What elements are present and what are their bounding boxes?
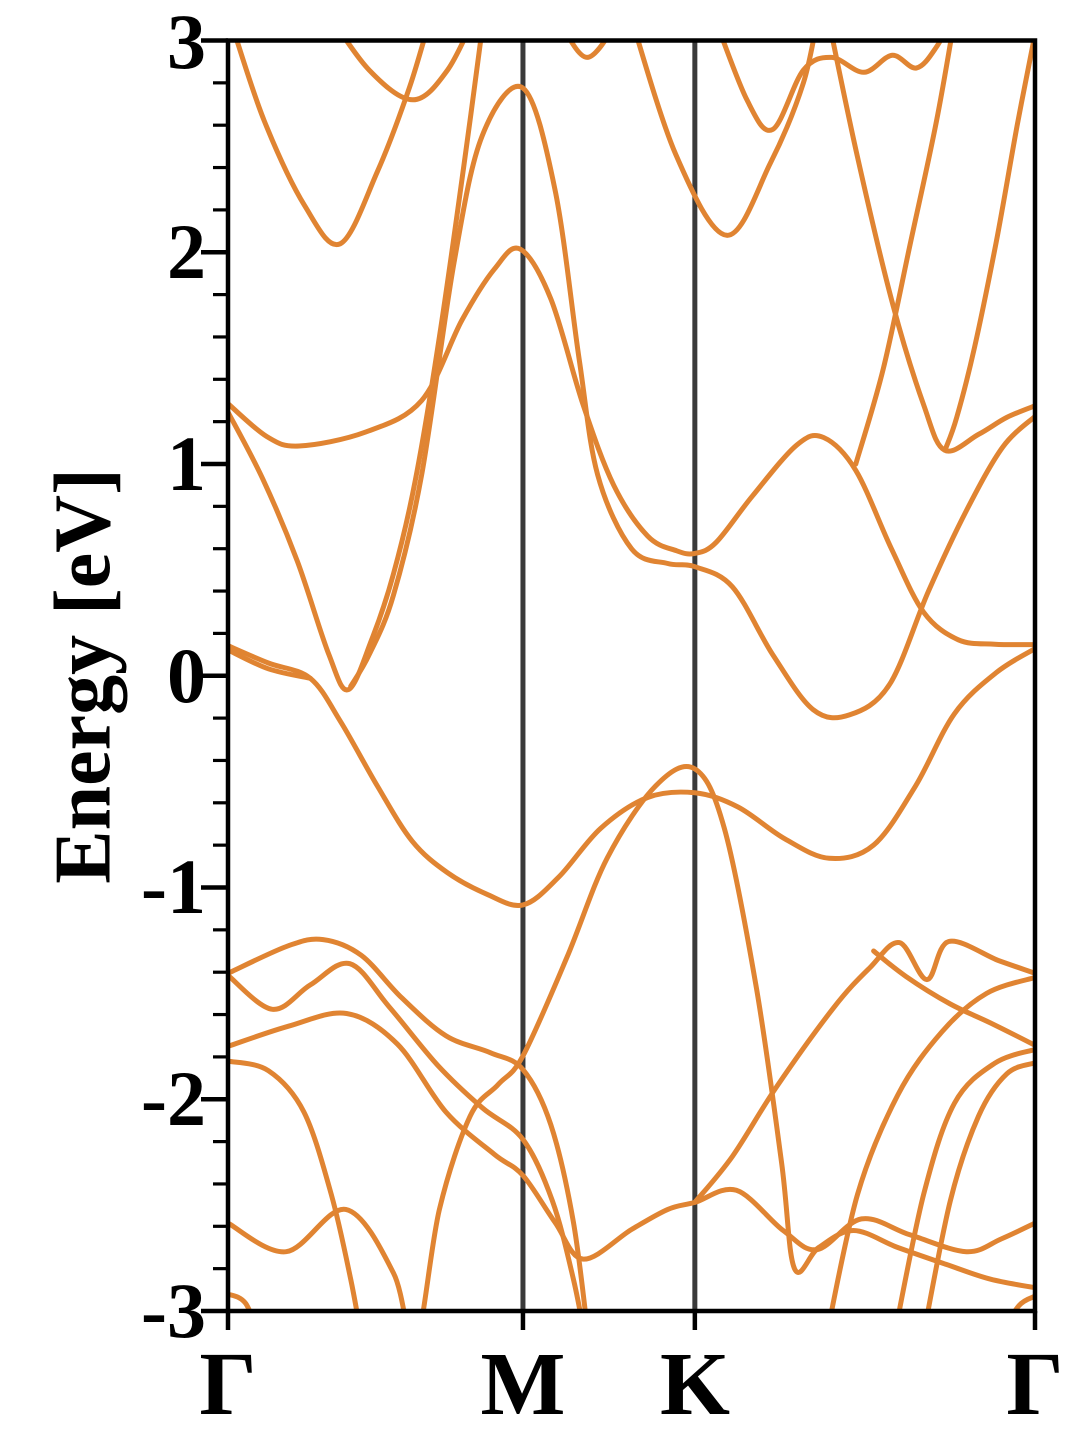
axis-ticks [201, 38, 1038, 1330]
y-tick-label-m3: -3 [141, 1267, 206, 1354]
band-curve-valence-right-corner [1011, 1293, 1035, 1311]
band-curve-valence-top [228, 643, 1035, 908]
band-curve-valence-left-corner [228, 1291, 253, 1311]
x-tick-label-gamma-right: Γ [1006, 1335, 1064, 1434]
band-curve-cond-mk-top-dip [567, 40, 608, 60]
y-tick-label-0: 0 [167, 632, 206, 719]
band-curve-valence-right-desc [871, 948, 1035, 1048]
band-curve-cond-k-dip [635, 40, 816, 238]
band-curve-cond-steep-parabola [228, 40, 484, 693]
y-tick-label-m2: -2 [141, 1055, 206, 1142]
band-curve-cond-m-peak-lower [228, 245, 1035, 648]
band-curve-valence-right-riser1 [829, 975, 1035, 1311]
band-curve-valence-right-riser3 [925, 1060, 1035, 1311]
band-curve-cond-top-wavy [720, 40, 944, 133]
band-curve-cond-right-corner [942, 40, 1035, 452]
x-tick-label-k: K [659, 1335, 731, 1434]
x-tick-label-m: M [480, 1335, 566, 1434]
y-axis-title: Energy [eV] [39, 468, 128, 884]
band-curve-valence-steep-diver [228, 1058, 360, 1311]
y-tick-label-m1: -1 [141, 843, 206, 930]
y-tick-label-2: 2 [167, 208, 206, 295]
band-curve-cond-right-riser [853, 40, 954, 467]
band-curve-cond-gamma-dip [234, 40, 427, 248]
band-curve-valence-k-peak [228, 764, 1035, 1311]
band-curve-cond-u-dip [343, 40, 467, 103]
band-curve-valence-right-wavy [692, 938, 1035, 1205]
band-curve-valence-hump-a [228, 936, 588, 1311]
band-curve-valence-mid [228, 1010, 1035, 1262]
band-curve-valence-lens-cap [228, 647, 313, 681]
band-curve-valence-right-riser2 [896, 1047, 1035, 1311]
x-tick-label-gamma-left: Γ [199, 1335, 257, 1434]
y-tick-label-1: 1 [167, 420, 206, 507]
y-tick-label-3: 3 [167, 0, 206, 85]
band-curve-cond-m-peak-upper [348, 83, 1035, 721]
band-curve-cond-right-dip [830, 40, 1035, 454]
band-curve-valence-hump-b [228, 960, 583, 1311]
